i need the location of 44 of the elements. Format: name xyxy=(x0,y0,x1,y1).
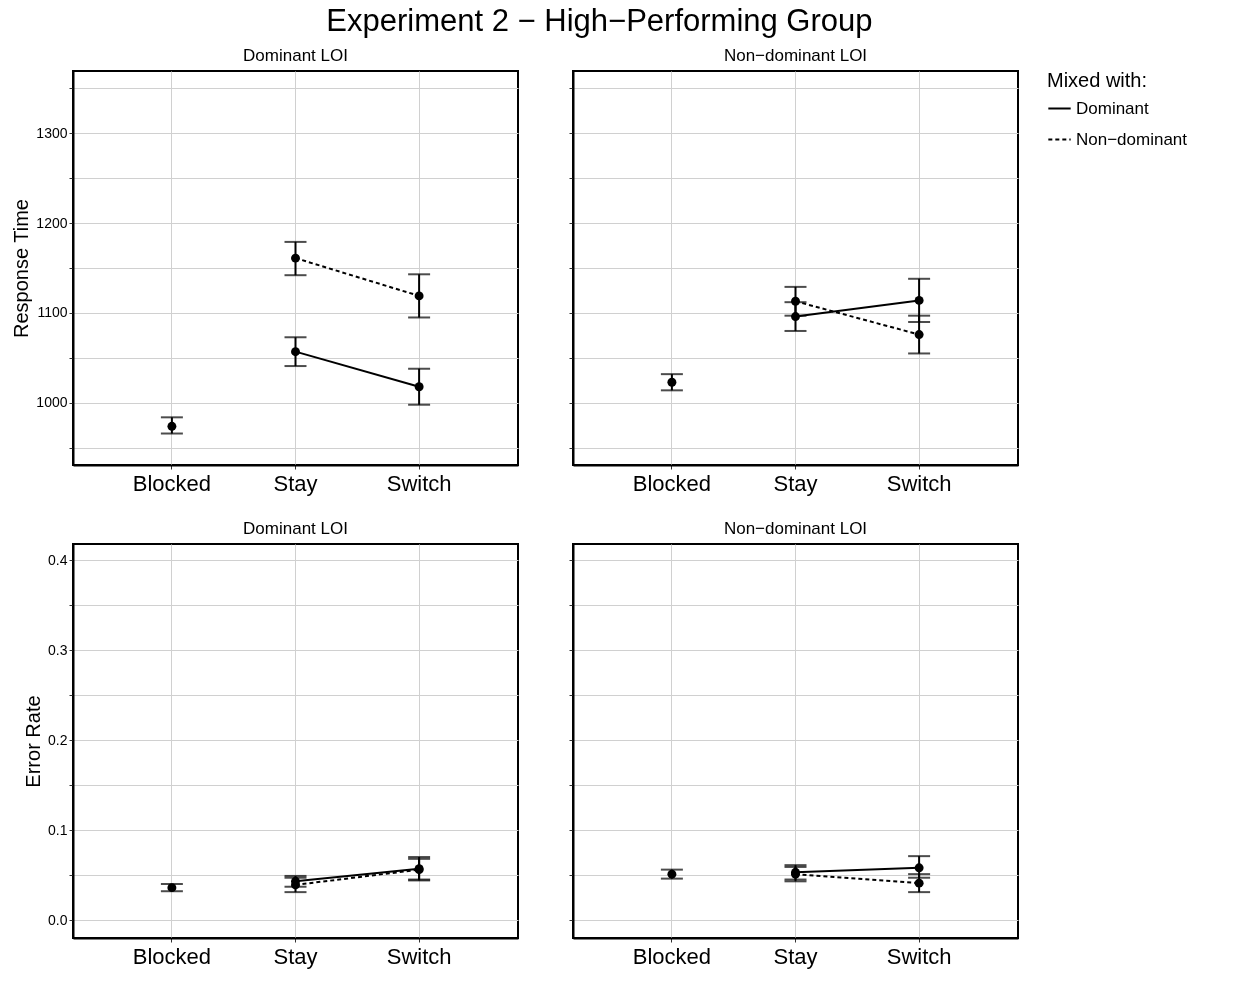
point xyxy=(291,347,300,357)
point xyxy=(414,382,424,392)
y-tick-label: 1300 xyxy=(36,124,68,141)
x-tick-label: Switch xyxy=(886,470,952,496)
point xyxy=(414,291,424,301)
point xyxy=(291,253,300,263)
y-tick-label: 1200 xyxy=(36,214,68,231)
point xyxy=(914,878,924,888)
y-tick-label: 0.3 xyxy=(48,641,68,658)
x-tick-label: Blocked xyxy=(632,470,712,496)
x-tick-label: Blocked xyxy=(132,470,212,496)
legend-label: Non−dominant xyxy=(1076,129,1188,149)
x-tick-label: Stay xyxy=(773,470,818,496)
legend-label: Dominant xyxy=(1076,98,1150,118)
x-tick-label: Switch xyxy=(886,943,952,969)
point xyxy=(167,421,177,431)
point xyxy=(667,377,677,387)
chart-title: Non−dominant LOI xyxy=(723,46,868,65)
x-tick-label: Switch xyxy=(386,943,452,969)
x-tick-label: Blocked xyxy=(632,943,712,969)
x-tick-label: Blocked xyxy=(132,943,212,969)
y-tick-label: 1100 xyxy=(37,304,68,321)
x-tick-label: Stay xyxy=(273,943,318,969)
point xyxy=(914,295,924,305)
y-axis-title: Response Time xyxy=(10,199,33,338)
y-tick-label: 0.1 xyxy=(48,821,68,838)
point xyxy=(914,330,924,340)
chart-title: Dominant LOI xyxy=(243,519,348,538)
y-axis-title: Error Rate xyxy=(22,695,45,788)
point xyxy=(791,312,800,322)
chart-title: Non−dominant LOI xyxy=(723,519,868,538)
y-tick-label: 1000 xyxy=(36,394,68,411)
point xyxy=(914,863,924,873)
y-tick-label: 0.4 xyxy=(48,551,68,568)
y-tick-label: 0.0 xyxy=(48,911,68,928)
text: Experiment 2 − High−Performing Group xyxy=(326,3,873,38)
point xyxy=(667,869,677,879)
x-tick-label: Stay xyxy=(773,943,818,969)
chart-title: Dominant LOI xyxy=(243,46,348,65)
y-tick-label: 0.2 xyxy=(48,731,68,748)
x-tick-label: Switch xyxy=(386,470,452,496)
point xyxy=(791,296,800,306)
x-tick-label: Stay xyxy=(273,470,318,496)
legend-title: Mixed with: xyxy=(1047,69,1148,91)
